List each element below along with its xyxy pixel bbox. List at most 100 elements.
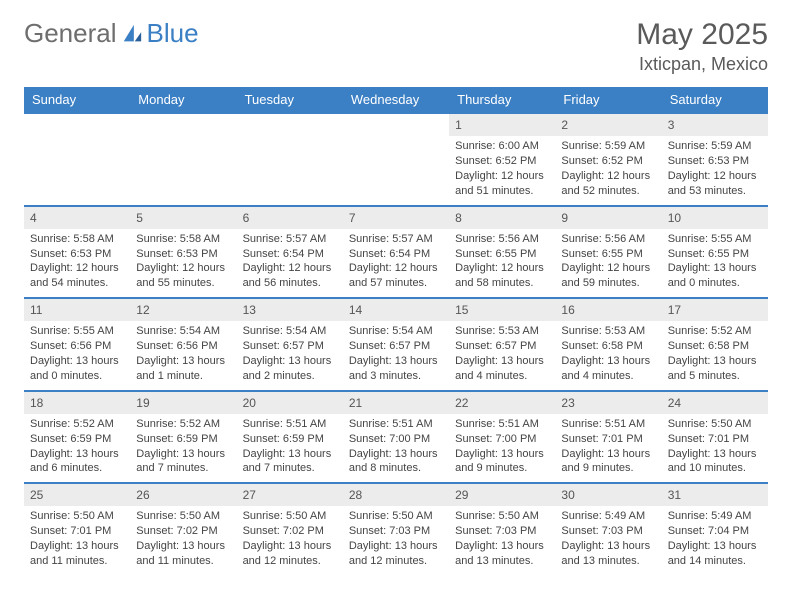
sunset-line: Sunset: 6:58 PM [668, 339, 762, 354]
daylight-line: Daylight: 13 hours and 12 minutes. [349, 539, 443, 569]
day-number-cell: 7 [343, 206, 449, 229]
day-detail-cell: Sunrise: 5:55 AMSunset: 6:56 PMDaylight:… [24, 321, 130, 390]
day-detail-cell: Sunrise: 5:54 AMSunset: 6:57 PMDaylight:… [343, 321, 449, 390]
day-detail-cell: Sunrise: 5:53 AMSunset: 6:57 PMDaylight:… [449, 321, 555, 390]
day-number-cell: 8 [449, 206, 555, 229]
day-detail-row: Sunrise: 5:52 AMSunset: 6:59 PM Daylight:… [24, 414, 768, 483]
daylight-line: Daylight: 13 hours and 2 minutes. [243, 354, 337, 384]
title-block: May 2025 Ixticpan, Mexico [636, 18, 768, 75]
day-number-cell: 3 [662, 113, 768, 136]
sunrise-line: Sunrise: 5:58 AM [136, 232, 230, 247]
day-detail-cell: Sunrise: 5:59 AMSunset: 6:52 PMDaylight:… [555, 136, 661, 205]
day-number-cell: 22 [449, 391, 555, 414]
day-detail-cell: Sunrise: 5:58 AMSunset: 6:53 PMDaylight:… [130, 229, 236, 298]
sunset-line: Sunset: 6:53 PM [30, 247, 124, 262]
sunrise-line: Sunrise: 5:56 AM [561, 232, 655, 247]
day-detail-cell: Sunrise: 5:54 AMSunset: 6:57 PMDaylight:… [237, 321, 343, 390]
day-number-row: 123 [24, 113, 768, 136]
sunset-line: Sunset: 6:59 PM [136, 432, 230, 447]
day-number-cell: 12 [130, 298, 236, 321]
location-label: Ixticpan, Mexico [636, 54, 768, 75]
weekday-header: Monday [130, 87, 236, 113]
day-detail-cell: Sunrise: 5:58 AMSunset: 6:53 PMDaylight:… [24, 229, 130, 298]
sunset-line: Sunset: 6:55 PM [561, 247, 655, 262]
header: General Blue May 2025 Ixticpan, Mexico [24, 18, 768, 75]
sunset-line: Sunset: 7:04 PM [668, 524, 762, 539]
day-detail-cell: Sunrise: 5:53 AMSunset: 6:58 PMDaylight:… [555, 321, 661, 390]
sunset-line: Sunset: 7:01 PM [668, 432, 762, 447]
day-number-cell: 20 [237, 391, 343, 414]
daylight-line: Daylight: 13 hours and 8 minutes. [349, 447, 443, 477]
logo-sail-icon [121, 23, 143, 45]
daylight-line: Daylight: 13 hours and 12 minutes. [243, 539, 337, 569]
sunset-line: Sunset: 7:03 PM [455, 524, 549, 539]
day-number-row: 45678910 [24, 206, 768, 229]
sunrise-line: Sunrise: 5:53 AM [455, 324, 549, 339]
daylight-line: Daylight: 13 hours and 4 minutes. [455, 354, 549, 384]
day-number-cell: 31 [662, 483, 768, 506]
day-number-cell: 16 [555, 298, 661, 321]
sunrise-line: Sunrise: 5:59 AM [561, 139, 655, 154]
daylight-line: Daylight: 12 hours and 52 minutes. [561, 169, 655, 199]
sunrise-line: Sunrise: 5:50 AM [455, 509, 549, 524]
sunset-line: Sunset: 6:52 PM [561, 154, 655, 169]
sunrise-line: Sunrise: 5:54 AM [136, 324, 230, 339]
day-number-cell: 15 [449, 298, 555, 321]
day-detail-cell: Sunrise: 5:50 AMSunset: 7:03 PMDaylight:… [449, 506, 555, 574]
day-number-cell: 11 [24, 298, 130, 321]
day-detail-row: Sunrise: 5:50 AMSunset: 7:01 PMDaylight:… [24, 506, 768, 574]
sunrise-line: Sunrise: 5:56 AM [455, 232, 549, 247]
day-detail-cell: Sunrise: 5:56 AMSunset: 6:55 PMDaylight:… [555, 229, 661, 298]
sunrise-line: Sunrise: 5:51 AM [561, 417, 655, 432]
sunset-line: Sunset: 7:02 PM [136, 524, 230, 539]
weekday-header: Saturday [662, 87, 768, 113]
day-detail-cell: Sunrise: 5:57 AMSunset: 6:54 PMDaylight:… [343, 229, 449, 298]
daylight-line: Daylight: 13 hours and 0 minutes. [30, 354, 124, 384]
sunrise-line: Sunrise: 5:51 AM [349, 417, 443, 432]
day-detail-row: Sunrise: 5:55 AMSunset: 6:56 PMDaylight:… [24, 321, 768, 390]
day-number-cell: 1 [449, 113, 555, 136]
sunset-line: Sunset: 7:03 PM [349, 524, 443, 539]
daylight-line: Daylight: 12 hours and 51 minutes. [455, 169, 549, 199]
day-detail-cell [24, 136, 130, 205]
sunrise-line: Sunrise: 5:54 AM [349, 324, 443, 339]
day-number-cell: 6 [237, 206, 343, 229]
sunrise-line: Sunrise: 5:52 AM [136, 417, 230, 432]
day-number-cell: 17 [662, 298, 768, 321]
daylight-line: Daylight: 12 hours and 54 minutes. [30, 261, 124, 291]
day-detail-row: Sunrise: 5:58 AMSunset: 6:53 PMDaylight:… [24, 229, 768, 298]
sunrise-line: Sunrise: 5:49 AM [561, 509, 655, 524]
weekday-header: Thursday [449, 87, 555, 113]
day-detail-cell: Sunrise: 5:59 AMSunset: 6:53 PMDaylight:… [662, 136, 768, 205]
day-detail-cell: Sunrise: 5:50 AMSunset: 7:02 PMDaylight:… [130, 506, 236, 574]
day-detail-cell: Sunrise: 5:57 AMSunset: 6:54 PMDaylight:… [237, 229, 343, 298]
sunrise-line: Sunrise: 5:50 AM [136, 509, 230, 524]
day-number-row: 25262728293031 [24, 483, 768, 506]
daylight-line: Daylight: 13 hours and 9 minutes. [455, 447, 549, 477]
day-number-cell: 27 [237, 483, 343, 506]
day-number-cell: 25 [24, 483, 130, 506]
logo: General Blue [24, 18, 199, 49]
sunrise-line: Sunrise: 5:57 AM [349, 232, 443, 247]
day-number-cell: 2 [555, 113, 661, 136]
day-detail-cell: Sunrise: 5:50 AMSunset: 7:03 PMDaylight:… [343, 506, 449, 574]
sunset-line: Sunset: 7:02 PM [243, 524, 337, 539]
daylight-line: Daylight: 13 hours and 11 minutes. [136, 539, 230, 569]
day-detail-cell: Sunrise: 5:51 AMSunset: 7:01 PMDaylight:… [555, 414, 661, 483]
weekday-header: Wednesday [343, 87, 449, 113]
daylight-line: Daylight: 13 hours and 5 minutes. [668, 354, 762, 384]
sunrise-line: Sunrise: 5:51 AM [455, 417, 549, 432]
day-number-cell: 9 [555, 206, 661, 229]
day-detail-cell [237, 136, 343, 205]
logo-text-blue: Blue [147, 18, 199, 49]
sunrise-line: Sunrise: 5:58 AM [30, 232, 124, 247]
daylight-line: Daylight: 13 hours and 9 minutes. [561, 447, 655, 477]
sunset-line: Sunset: 6:54 PM [349, 247, 443, 262]
sunset-line: Sunset: 6:57 PM [455, 339, 549, 354]
daylight-line: Daylight: 12 hours and 59 minutes. [561, 261, 655, 291]
daylight-line: Daylight: 12 hours and 58 minutes. [455, 261, 549, 291]
sunset-line: Sunset: 6:55 PM [455, 247, 549, 262]
weekday-header: Tuesday [237, 87, 343, 113]
daylight-line: Daylight: 13 hours and 0 minutes. [668, 261, 762, 291]
sunrise-line: Sunrise: 5:59 AM [668, 139, 762, 154]
